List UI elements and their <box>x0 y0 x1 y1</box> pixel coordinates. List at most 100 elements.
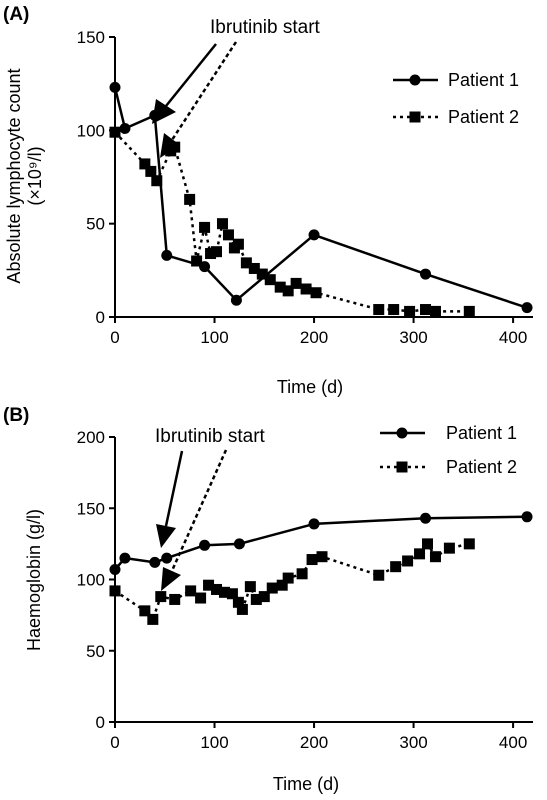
panel-b-y-axis-title: Haemoglobin (g/l) <box>24 509 44 651</box>
panel-b-y-tick-label: 150 <box>77 499 105 518</box>
panel-a-patient-2-point <box>248 262 260 274</box>
panel-a-y-tick-label: 50 <box>86 215 105 234</box>
panel-a-x-tick-label: 200 <box>300 328 328 347</box>
panel-a-y-axis-unit: (×10⁹/l) <box>25 146 45 205</box>
panel-a-patient-2-point <box>216 218 228 230</box>
panel-a-y-tick-label: 100 <box>77 121 105 140</box>
panel-b-patient-2-point <box>373 569 385 581</box>
panel-a: (A) 0 50 100 150 0 100 200 300 400 Time (d) Abso… <box>3 4 533 397</box>
panel-a-patient-2-point <box>404 305 416 317</box>
panel-a-patient-2-point <box>240 257 252 269</box>
panel-a-patient-2-point <box>388 304 400 316</box>
panel-b-x-tick-label: 200 <box>300 733 328 752</box>
panel-b-patient-2-point <box>250 593 262 605</box>
panel-b: (B) 0 50 100 150 200 0 100 200 300 400 Time (d) H… <box>3 405 533 794</box>
panel-a-y-tick-label: 0 <box>96 308 105 327</box>
panel-b-patient-2-point <box>390 561 402 573</box>
panel-a-x-tick-label: 0 <box>110 328 119 347</box>
panel-b-y-tick-label: 50 <box>86 642 105 661</box>
legend-patient-2-label: Patient 2 <box>446 457 517 477</box>
panel-b-legend: Patient 1 Patient 2 <box>380 423 517 477</box>
panel-b-patient-2-point <box>155 591 167 603</box>
panel-a-patient-1-point <box>521 302 533 314</box>
panel-a-patient-1-point <box>230 294 242 306</box>
legend-patient-2-label: Patient 2 <box>448 107 519 127</box>
panel-b-y-tick-label: 200 <box>77 428 105 447</box>
panel-b-y-tick-label: 100 <box>77 571 105 590</box>
panel-b-solid-arrow-head <box>156 524 176 548</box>
panel-a-patient-2-point <box>290 277 302 289</box>
panel-a-patient-2-point <box>420 304 432 316</box>
panel-b-patient-2-point <box>195 592 207 604</box>
panel-a-patient-2-point <box>373 304 385 316</box>
panel-b-patient-2-point <box>203 579 215 591</box>
legend-patient-1-label: Patient 1 <box>446 423 517 443</box>
panel-b-patient-2-point <box>306 554 318 566</box>
panel-a-patient-2-point <box>463 305 475 317</box>
legend-patient-2-marker <box>396 461 408 473</box>
legend-patient-1-label: Patient 1 <box>448 70 519 90</box>
panel-b-patient-2-point <box>443 542 455 554</box>
panel-a-patient-2-point <box>310 287 322 299</box>
panel-b-patient-2-point <box>139 605 151 617</box>
panel-a-patient-2-point <box>109 126 121 138</box>
panel-a-patient-2-point <box>429 305 441 317</box>
panel-a-patient-2-point <box>211 246 223 258</box>
panel-a-patient-1-point <box>119 122 131 134</box>
panel-a-patient-2-point <box>300 283 312 295</box>
panel-a-legend: Patient 1 Patient 2 <box>393 70 519 127</box>
legend-patient-2-marker <box>409 111 421 123</box>
panel-a-dashed-arrow-line <box>168 41 238 144</box>
panel-a-dashed-arrow-head <box>160 133 180 158</box>
panel-b-patient-2-point <box>185 585 197 597</box>
panel-a-label: (A) <box>3 4 29 25</box>
panel-b-patient-2-point <box>463 538 475 550</box>
panel-b-patient-2-point <box>402 555 414 567</box>
panel-b-patient-2-point <box>282 572 294 584</box>
panel-b-patient-2-point <box>422 538 434 550</box>
panel-a-solid-arrow-head <box>152 99 176 124</box>
panel-b-patient-2-point <box>109 585 121 597</box>
panel-a-annotation-arrows <box>152 41 238 158</box>
panel-b-patient-2-point <box>414 548 426 560</box>
panel-b-patient-2-point <box>236 603 248 615</box>
panel-b-patient-2-point <box>316 551 328 563</box>
panel-b-dashed-arrow-head <box>161 567 181 591</box>
panel-b-solid-arrow-line <box>164 450 184 527</box>
panel-b-axes: 0 50 100 150 200 0 100 200 300 400 <box>77 428 533 752</box>
panel-b-patient-1-point <box>420 512 432 524</box>
panel-a-patient-2-point <box>199 221 211 233</box>
panel-a-patient-2-point <box>274 281 286 293</box>
panel-a-patient-2-point <box>145 165 157 177</box>
panel-b-patient-1-point <box>119 552 131 564</box>
panel-a-patient-2-point <box>264 274 276 286</box>
panel-b-patient-2-point <box>258 591 270 603</box>
panel-b-patient-1-point <box>308 518 320 530</box>
panel-a-patient-2-point <box>232 238 244 250</box>
panel-a-patient-2-point <box>139 158 151 170</box>
panel-b-x-tick-label: 0 <box>110 733 119 752</box>
panel-a-x-axis-title: Time (d) <box>277 377 343 397</box>
panel-a-patient-2-point <box>282 285 294 297</box>
panel-a-patient-1-point <box>161 249 173 261</box>
panel-b-patient-2-point <box>429 551 441 563</box>
panel-b-y-tick-label: 0 <box>96 713 105 732</box>
panel-a-patient-1-point <box>308 229 320 241</box>
panel-a-x-tick-label: 300 <box>399 328 427 347</box>
panel-a-marks <box>109 81 533 317</box>
panel-a-patient-2-point <box>222 229 234 241</box>
panel-b-patient-2-point <box>244 581 256 593</box>
panel-b-patient-1-point <box>109 564 121 576</box>
panel-b-annotation: Ibrutinib start <box>155 426 266 447</box>
panel-a-x-tick-label: 100 <box>200 328 228 347</box>
legend-patient-1-marker <box>396 427 408 439</box>
panel-b-patient-2-point <box>169 593 181 605</box>
panel-b-patient-1-point <box>233 538 245 550</box>
panel-b-x-tick-label: 300 <box>399 733 427 752</box>
panel-b-dashed-arrow-line <box>169 449 228 574</box>
panel-b-label: (B) <box>3 405 29 426</box>
panel-b-patient-2-point <box>218 586 230 598</box>
panel-b-x-axis-title: Time (d) <box>273 774 339 794</box>
panel-b-patient-2-point <box>296 568 308 580</box>
